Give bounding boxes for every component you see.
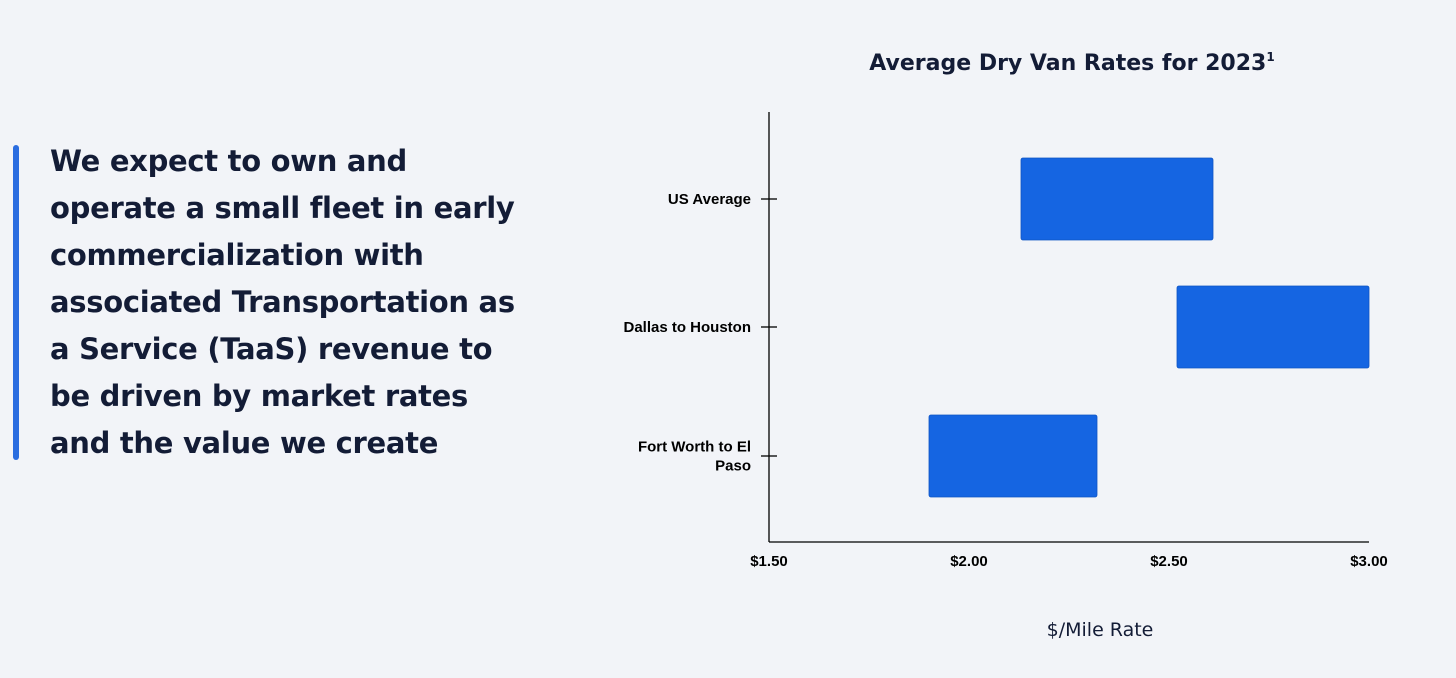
statement-line: and the value we create xyxy=(50,426,439,460)
category-label-line: Paso xyxy=(715,458,751,475)
bar-us-average xyxy=(1020,157,1214,241)
category-labels: US Average Dallas to Houston Fort Worth to… xyxy=(623,191,751,475)
statement-line: be driven by market rates xyxy=(50,379,468,413)
category-label: Dallas to Houston xyxy=(623,319,751,336)
accent-bar xyxy=(13,145,19,460)
category-label-line: US Average xyxy=(668,191,751,208)
category-label: US Average xyxy=(668,191,751,208)
x-tick-label: $1.50 xyxy=(750,553,788,570)
statement-line: commercialization with xyxy=(50,238,424,272)
statement-line: We expect to own and xyxy=(50,144,407,178)
bar-fort-worth-to-el-paso xyxy=(928,414,1098,498)
chart-title: Average Dry Van Rates for 20231 xyxy=(869,50,1274,76)
statement-line: operate a small fleet in early xyxy=(50,191,515,225)
statement-text: We expect to own and operate a small fle… xyxy=(50,138,570,467)
statement-line: associated Transportation as xyxy=(50,285,515,319)
category-label-line: Fort Worth to El xyxy=(638,439,751,456)
x-axis-title: $/Mile Rate xyxy=(1047,619,1154,641)
x-tick-label: $2.50 xyxy=(1150,553,1188,570)
chart-title-main: Average Dry Van Rates for 2023 xyxy=(869,51,1266,76)
x-tick-label: $3.00 xyxy=(1350,553,1388,570)
chart-bars xyxy=(928,157,1370,498)
chart-axes xyxy=(761,112,1369,543)
category-label: Fort Worth to El Paso xyxy=(638,439,751,475)
category-label-line: Dallas to Houston xyxy=(623,319,751,336)
x-tick-label: $2.00 xyxy=(950,553,988,570)
statement-line: a Service (TaaS) revenue to xyxy=(50,332,493,366)
tick-labels: $1.50 $2.00 $2.50 $3.00 xyxy=(750,553,1388,570)
bar-dallas-to-houston xyxy=(1176,285,1370,369)
chart-title-superscript: 1 xyxy=(1266,50,1274,64)
